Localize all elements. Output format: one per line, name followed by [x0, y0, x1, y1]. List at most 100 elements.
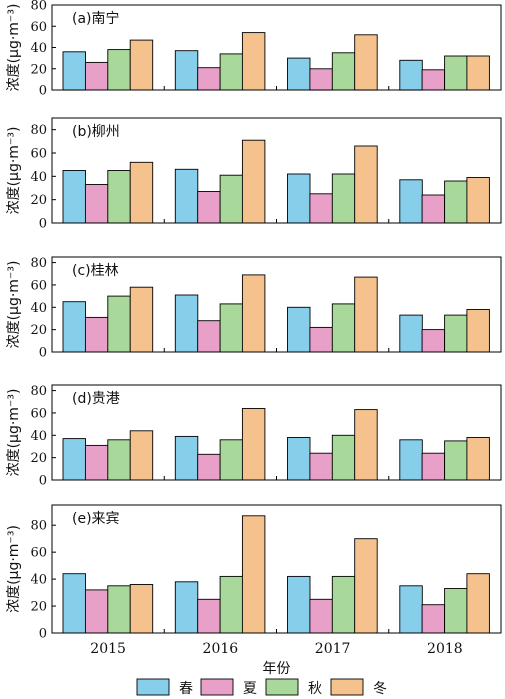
- bar-3-2018-春: [399, 314, 423, 353]
- bar-3-2018-秋: [444, 314, 468, 353]
- bar-4-2017-冬: [354, 409, 378, 481]
- xtick-label-2017: 2017: [315, 641, 351, 657]
- bar-1-2018-秋: [444, 55, 468, 91]
- x-axis-label: 年份: [263, 661, 291, 677]
- bar-5-2015-夏: [84, 589, 109, 634]
- bar-4-2016-春: [174, 435, 199, 481]
- bar-1-2015-夏: [84, 61, 109, 91]
- ytick-label-1-0: 0: [39, 84, 47, 99]
- bar-2-2018-夏: [421, 194, 446, 224]
- ytick-label-3-0: 0: [39, 346, 47, 361]
- bar-1-2018-春: [399, 59, 423, 91]
- bar-2-2016-秋: [219, 174, 244, 224]
- panel-title-2: (b)柳州: [72, 123, 120, 140]
- bar-5-2017-秋: [331, 575, 356, 634]
- ytick-label-4-60: 60: [30, 406, 47, 421]
- bar-4-2018-冬: [466, 437, 490, 481]
- ytick-label-4-40: 40: [30, 429, 47, 444]
- bar-4-2018-秋: [444, 440, 468, 481]
- ytick-label-3-20: 20: [30, 323, 47, 338]
- bar-3-2015-夏: [84, 316, 109, 353]
- bar-2-2018-冬: [466, 177, 490, 224]
- panel-title-1: (a)南宁: [72, 10, 120, 27]
- ytick-label-4-0: 0: [39, 474, 47, 489]
- bar-5-2016-秋: [219, 575, 244, 634]
- bar-4-2017-秋: [331, 434, 356, 481]
- bar-1-2016-夏: [197, 67, 221, 91]
- bar-3-2016-秋: [219, 303, 244, 353]
- bar-5-2016-夏: [197, 598, 221, 634]
- bar-4-2016-冬: [241, 408, 266, 481]
- y-axis-label-2: 浓度(μg·m⁻³): [6, 127, 22, 215]
- legend-swatch-冬: [330, 678, 364, 696]
- bar-1-2017-冬: [354, 34, 378, 91]
- bar-2-2017-冬: [354, 145, 378, 224]
- ytick-label-2-40: 40: [30, 170, 47, 185]
- bar-3-2015-冬: [129, 286, 154, 353]
- bar-2-2017-春: [287, 173, 311, 224]
- bar-3-2017-冬: [354, 276, 378, 353]
- legend-label-秋: 秋: [308, 681, 322, 697]
- bar-2-2017-秋: [331, 173, 356, 224]
- bar-4-2018-夏: [421, 452, 446, 481]
- bar-2-2015-冬: [129, 161, 154, 224]
- bar-1-2018-冬: [466, 55, 490, 91]
- legend-label-春: 春: [179, 681, 193, 697]
- bar-3-2015-春: [62, 301, 86, 353]
- bar-3-2018-冬: [466, 309, 490, 353]
- bar-2-2015-春: [62, 170, 86, 224]
- ytick-label-2-0: 0: [39, 217, 47, 232]
- bar-4-2015-夏: [84, 444, 109, 481]
- bar-4-2017-夏: [309, 452, 333, 481]
- bar-5-2017-夏: [309, 598, 333, 634]
- bar-5-2018-夏: [421, 604, 446, 634]
- ytick-label-3-80: 80: [30, 256, 47, 271]
- ytick-label-5-40: 40: [30, 573, 47, 588]
- legend-swatch-秋: [265, 678, 299, 696]
- bar-4-2016-秋: [219, 439, 244, 481]
- bar-5-2015-春: [62, 573, 86, 634]
- ytick-label-3-40: 40: [30, 301, 47, 316]
- ytick-label-1-20: 20: [30, 62, 47, 77]
- ytick-label-1-60: 60: [30, 20, 47, 35]
- y-axis-label-3: 浓度(μg·m⁻³): [6, 261, 22, 349]
- bar-3-2015-秋: [107, 295, 131, 353]
- bar-4-2015-春: [62, 438, 86, 481]
- ytick-label-1-40: 40: [30, 41, 47, 56]
- bar-5-2017-冬: [354, 538, 378, 634]
- bar-5-2018-春: [399, 585, 423, 634]
- panel-title-5: (e)来宾: [72, 511, 120, 527]
- bar-2-2018-秋: [444, 180, 468, 224]
- bar-5-2015-秋: [107, 585, 131, 634]
- ytick-label-5-0: 0: [39, 627, 47, 642]
- bar-4-2016-夏: [197, 453, 221, 481]
- bar-1-2017-秋: [331, 52, 356, 91]
- y-axis-label-1: 浓度(μg·m⁻³): [6, 4, 22, 92]
- ytick-label-2-60: 60: [30, 147, 47, 162]
- bar-4-2017-春: [287, 437, 311, 481]
- bar-1-2016-秋: [219, 53, 244, 91]
- bar-4-2015-冬: [129, 430, 154, 481]
- bar-2-2017-夏: [309, 193, 333, 224]
- panel-title-3: (c)桂林: [72, 263, 119, 279]
- bar-1-2015-春: [62, 51, 86, 91]
- bar-3-2018-夏: [421, 329, 446, 353]
- ytick-label-4-20: 20: [30, 451, 47, 466]
- bar-2-2016-冬: [241, 139, 266, 224]
- xtick-label-2016: 2016: [203, 641, 239, 657]
- ytick-label-4-80: 80: [30, 384, 47, 399]
- ytick-label-2-80: 80: [30, 123, 47, 138]
- legend-label-冬: 冬: [373, 681, 387, 697]
- ytick-label-1-80: 80: [30, 0, 47, 14]
- bar-3-2016-冬: [241, 274, 266, 353]
- bar-2-2018-春: [399, 179, 423, 224]
- bar-3-2017-夏: [309, 326, 333, 353]
- bar-5-2017-春: [287, 575, 311, 634]
- bar-1-2018-夏: [421, 69, 446, 91]
- xtick-label-2015: 2015: [90, 641, 126, 657]
- bar-2-2015-秋: [107, 170, 131, 224]
- ytick-label-3-60: 60: [30, 278, 47, 293]
- bar-3-2016-夏: [197, 320, 221, 353]
- legend-swatch-春: [136, 678, 170, 696]
